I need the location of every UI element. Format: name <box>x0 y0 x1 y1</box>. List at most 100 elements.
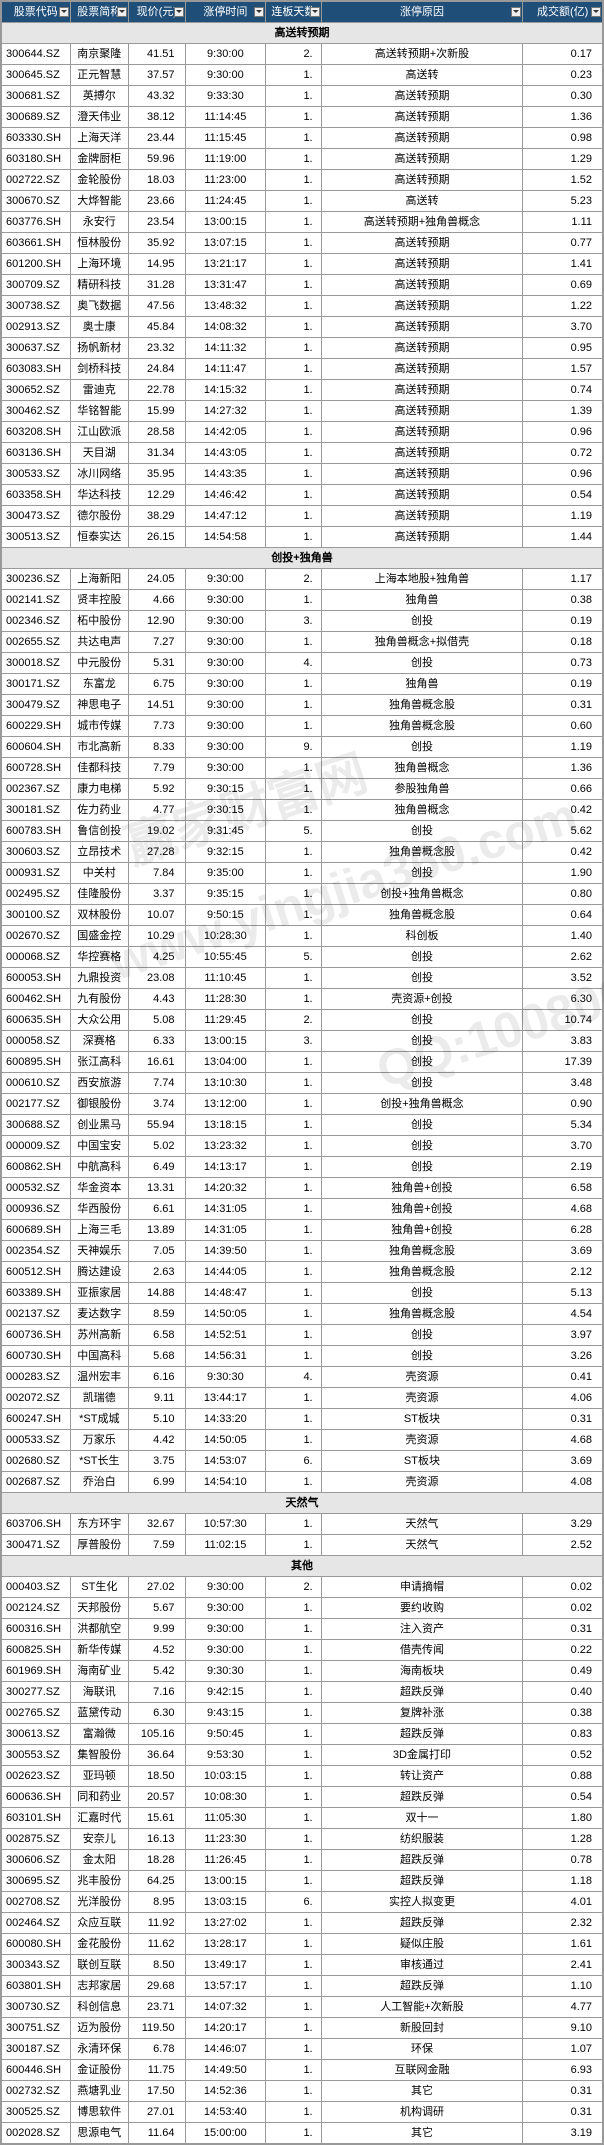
cell: 14:52:51 <box>185 1325 266 1346</box>
cell: 24.84 <box>129 359 185 380</box>
cell: 13:31:47 <box>185 275 266 296</box>
cell: 002722.SZ <box>2 170 71 191</box>
cell: 2.52 <box>523 1535 603 1556</box>
cell: 华达科技 <box>70 485 128 506</box>
table-row: 002354.SZ天神娱乐7.0514:39:501.独角兽概念股3.69 <box>2 1241 603 1262</box>
header-col-0[interactable]: 股票代码 <box>2 2 71 23</box>
cell: 9:30:00 <box>185 716 266 737</box>
header-col-5[interactable]: 涨停原因 <box>321 2 523 23</box>
cell: 0.66 <box>523 779 603 800</box>
filter-arrow-icon[interactable] <box>591 7 601 17</box>
table-row: 300738.SZ奥飞数据47.5613:48:321.高送转预期1.22 <box>2 296 603 317</box>
table-row: 600053.SH九鼎投资23.0811:10:451.创投3.52 <box>2 968 603 989</box>
cell: 14:43:35 <box>185 464 266 485</box>
filter-arrow-icon[interactable] <box>174 7 184 17</box>
cell: 603180.SH <box>2 149 71 170</box>
cell: 创投 <box>321 1136 523 1157</box>
table-row: 300603.SZ立昂技术27.289:32:151.独角兽概念股0.42 <box>2 842 603 863</box>
cell: 人工智能+次新股 <box>321 1997 523 2018</box>
cell: 2.12 <box>523 1262 603 1283</box>
cell: 互联网金融 <box>321 2060 523 2081</box>
cell: 002137.SZ <box>2 1304 71 1325</box>
cell: 扬帆新材 <box>70 338 128 359</box>
cell: 1. <box>266 1829 321 1850</box>
table-row: 002346.SZ柘中股份12.909:30:003.创投0.19 <box>2 611 603 632</box>
table-row: 002913.SZ奥士康45.8414:08:321.高送转预期3.70 <box>2 317 603 338</box>
cell: 9:32:15 <box>185 842 266 863</box>
cell: 高送转 <box>321 65 523 86</box>
cell: 002765.SZ <box>2 1703 71 1724</box>
cell: 1. <box>266 842 321 863</box>
table-row: 002680.SZ*ST长生3.7514:53:076.ST板块3.69 <box>2 1451 603 1472</box>
table-row: 002623.SZ亚玛顿18.5010:03:151.转让资产0.88 <box>2 1766 603 1787</box>
table-row: 300637.SZ扬帆新材23.3214:11:321.高送转预期0.95 <box>2 338 603 359</box>
cell: 600446.SH <box>2 2060 71 2081</box>
cell: 科创信息 <box>70 1997 128 2018</box>
cell: 11:05:30 <box>185 1808 266 1829</box>
cell: 002670.SZ <box>2 926 71 947</box>
filter-arrow-icon[interactable] <box>511 7 521 17</box>
cell: 1. <box>266 2123 321 2144</box>
cell: 壳资源 <box>321 1388 523 1409</box>
cell: 9:31:45 <box>185 821 266 842</box>
cell: 002072.SZ <box>2 1388 71 1409</box>
cell: 43.32 <box>129 86 185 107</box>
cell: 105.16 <box>129 1724 185 1745</box>
cell: 300525.SZ <box>2 2102 71 2123</box>
cell: 14.51 <box>129 695 185 716</box>
header-col-4[interactable]: 连板天数 <box>266 2 321 23</box>
cell: 9:50:45 <box>185 1724 266 1745</box>
cell: 共达电声 <box>70 632 128 653</box>
cell: 12.90 <box>129 611 185 632</box>
header-col-1[interactable]: 股票简称 <box>70 2 128 23</box>
cell: 高送转预期 <box>321 527 523 548</box>
cell: 4.68 <box>523 1199 603 1220</box>
cell: 8.50 <box>129 1955 185 1976</box>
cell: 9:30:00 <box>185 1577 266 1598</box>
cell: 1. <box>266 233 321 254</box>
header-col-2[interactable]: 现价(元) <box>129 2 185 23</box>
table-row: 300100.SZ双林股份10.079:50:151.独角兽概念股0.64 <box>2 905 603 926</box>
cell: 300644.SZ <box>2 44 71 65</box>
cell: 000068.SZ <box>2 947 71 968</box>
cell: 41.51 <box>129 44 185 65</box>
cell: 300471.SZ <box>2 1535 71 1556</box>
cell: 28.58 <box>129 422 185 443</box>
header-col-3[interactable]: 涨停时间 <box>185 2 266 23</box>
table-row: 300236.SZ上海新阳24.059:30:002.上海本地股+独角兽1.17 <box>2 569 603 590</box>
cell: 张江高科 <box>70 1052 128 1073</box>
table-row: 300553.SZ集智股份36.649:53:301.3D金属打印0.52 <box>2 1745 603 1766</box>
table-row: 300479.SZ神思电子14.519:30:001.独角兽概念股0.31 <box>2 695 603 716</box>
cell: 0.19 <box>523 674 603 695</box>
table-row: 600862.SH中航高科6.4914:13:171.创投2.19 <box>2 1157 603 1178</box>
filter-arrow-icon[interactable] <box>310 7 320 17</box>
table-row: 000532.SZ华金资本13.3114:20:321.独角兽+创投6.58 <box>2 1178 603 1199</box>
cell: 华西股份 <box>70 1199 128 1220</box>
filter-arrow-icon[interactable] <box>59 7 69 17</box>
cell: 10:03:15 <box>185 1766 266 1787</box>
cell: 14:20:17 <box>185 2018 266 2039</box>
cell: 0.30 <box>523 86 603 107</box>
cell: 1. <box>266 422 321 443</box>
cell: 9:30:15 <box>185 779 266 800</box>
cell: 1. <box>266 254 321 275</box>
cell: 1.61 <box>523 1934 603 1955</box>
cell: 002623.SZ <box>2 1766 71 1787</box>
filter-arrow-icon[interactable] <box>117 7 127 17</box>
cell: 9:30:00 <box>185 569 266 590</box>
cell: 9:30:00 <box>185 1598 266 1619</box>
table-row: 600635.SH大众公用5.0811:29:452.创投10.74 <box>2 1010 603 1031</box>
cell: 城市传媒 <box>70 716 128 737</box>
cell: 1. <box>266 1430 321 1451</box>
table-row: 300670.SZ大烨智能23.6611:24:451.高送转5.23 <box>2 191 603 212</box>
filter-arrow-icon[interactable] <box>254 7 264 17</box>
cell: 0.23 <box>523 65 603 86</box>
header-col-6[interactable]: 成交额(亿) <box>523 2 603 23</box>
cell: 000936.SZ <box>2 1199 71 1220</box>
cell: 11:23:00 <box>185 170 266 191</box>
cell: 13:48:32 <box>185 296 266 317</box>
cell: 东富龙 <box>70 674 128 695</box>
cell: 9.10 <box>523 2018 603 2039</box>
cell: 4.77 <box>523 1997 603 2018</box>
cell: 11:29:45 <box>185 1010 266 1031</box>
